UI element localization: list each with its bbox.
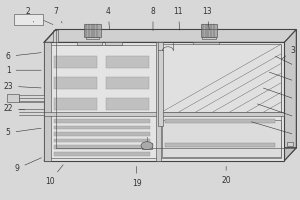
Bar [53,30,58,42]
Text: 1: 1 [6,66,41,75]
Bar [105,42,122,45]
Bar [106,98,148,110]
Bar [84,24,101,37]
Text: 3: 3 [282,46,296,59]
Bar [44,42,51,161]
Text: 10: 10 [45,165,63,186]
Text: 11: 11 [174,7,183,30]
Text: 7: 7 [53,7,62,23]
Text: 6: 6 [6,52,41,61]
Bar [287,142,293,146]
Text: 20: 20 [221,166,231,185]
Text: 5: 5 [6,128,41,137]
Bar [54,152,150,156]
Text: 2: 2 [25,7,34,22]
Text: 9: 9 [15,158,41,173]
Bar [162,120,281,157]
Bar [54,98,97,110]
Bar [86,37,99,39]
Bar [19,95,44,102]
Bar [54,126,150,129]
Bar [165,143,275,147]
Bar [14,14,43,25]
Polygon shape [44,148,296,161]
Text: 4: 4 [106,7,111,30]
Bar [202,37,216,39]
Text: 13: 13 [202,7,211,30]
Bar [158,42,164,126]
Bar [54,139,150,142]
Bar [106,77,148,89]
Bar [7,94,19,102]
Bar [54,145,150,149]
Bar [54,119,150,123]
Bar [44,112,284,116]
Text: 19: 19 [132,166,141,188]
Bar [44,42,284,161]
Bar [165,119,275,123]
Circle shape [141,142,153,150]
Bar [77,42,102,45]
Bar [48,45,281,158]
Polygon shape [284,29,296,161]
Bar [54,77,97,89]
Bar [106,56,148,68]
Text: 22: 22 [3,104,25,113]
Bar [193,42,219,45]
Text: 8: 8 [151,7,155,31]
Bar [156,42,161,161]
Bar [54,132,150,136]
Text: 23: 23 [3,82,41,91]
Bar [54,56,97,68]
Bar [142,143,152,149]
Bar [201,24,217,37]
Polygon shape [44,29,296,42]
Bar [162,44,281,112]
